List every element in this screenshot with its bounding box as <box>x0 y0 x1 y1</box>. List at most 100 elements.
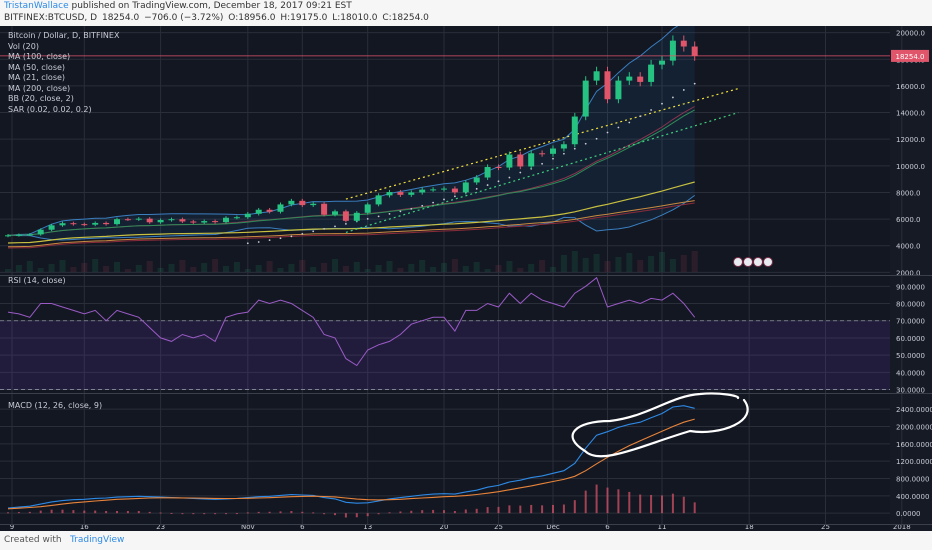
sar-dot <box>345 222 347 225</box>
price-tick-label: 16000.0 <box>896 83 925 91</box>
x-tick-label: Nov <box>241 523 255 531</box>
symbol-label: BITFINEX:BTCUSD, D <box>4 13 98 23</box>
rsi-tick-label: 80.0000 <box>896 301 925 309</box>
macd-histogram-bar <box>628 491 631 514</box>
macd-histogram-bar <box>181 513 184 515</box>
volume-bar <box>691 251 698 272</box>
trading-chart[interactable]: 9 16 23 Nov 6 13 20 25 Dec 6 11 18 25 2018 2000.0 4000.… <box>0 26 932 531</box>
last-price-tag <box>891 49 929 62</box>
candle-body <box>691 46 698 56</box>
indicator-sar[interactable]: SAR (0.02, 0.02, 0.2) <box>8 104 92 114</box>
sar-dot <box>672 96 674 99</box>
candle-body <box>255 209 262 214</box>
volume-bar <box>648 256 655 272</box>
volume-bar <box>659 252 665 272</box>
rsi-legend[interactable]: RSI (14, close) <box>8 276 66 285</box>
macd-histogram-bar <box>671 493 674 514</box>
macd-histogram-bar <box>519 505 522 514</box>
volume-bar <box>430 267 437 272</box>
volume-bar <box>124 269 131 272</box>
ma50-line <box>7 181 695 244</box>
candle-body <box>92 222 99 225</box>
author-link[interactable]: TristanWallace <box>4 1 69 11</box>
main-title: Bitcoin / Dollar, D, BITFINEX <box>8 31 120 40</box>
candle-body <box>419 189 426 193</box>
volume-bar <box>190 267 197 272</box>
macd-histogram-bar <box>562 504 565 514</box>
sar-dot <box>682 89 685 91</box>
candle-body <box>179 219 186 222</box>
candle-body <box>332 211 338 215</box>
trendline-lower <box>345 111 739 233</box>
candle-body <box>626 76 633 81</box>
event-marker-icon <box>753 257 763 267</box>
x-tick-label: 9 <box>10 523 14 531</box>
macd-histogram-bar <box>464 509 467 514</box>
indicator-bb[interactable]: BB (20, close, 2) <box>8 94 74 103</box>
candle-body <box>550 148 556 154</box>
volume-bar <box>473 262 480 272</box>
candle-body <box>48 225 55 230</box>
candle-body <box>342 211 349 221</box>
candle-body <box>26 234 33 236</box>
sar-dot <box>377 215 380 218</box>
chart-background <box>0 26 932 531</box>
candle-body <box>353 212 360 221</box>
volume-bar <box>539 260 546 272</box>
macd-histogram-bar <box>410 510 413 514</box>
rsi-tick-label: 60.0000 <box>896 335 925 343</box>
volume-bar <box>48 264 55 272</box>
volume-bar <box>375 265 382 272</box>
macd-histogram-bar <box>203 513 206 515</box>
candle-body <box>441 188 447 190</box>
volume-bar <box>114 262 120 272</box>
indicator-ma50[interactable]: MA (50, close) <box>8 62 66 72</box>
price-tick-label: 20000.0 <box>896 30 925 38</box>
volume-bar <box>26 261 33 272</box>
candle-body <box>5 235 11 237</box>
sar-dot <box>312 230 315 233</box>
macd-tick-label: 400.0000 <box>896 493 929 501</box>
indicator-vol[interactable]: Vol (20) <box>8 41 39 51</box>
candle-body <box>299 200 306 206</box>
macd-histogram-bar <box>301 511 304 514</box>
volume-bar <box>299 260 306 272</box>
macd-histogram-bar <box>388 512 391 514</box>
volume-bar <box>441 263 447 272</box>
tradingview-logo[interactable]: TradingView <box>70 535 125 545</box>
rsi-line <box>7 276 696 367</box>
volume-bar <box>342 266 349 272</box>
sar-dot <box>573 147 576 150</box>
macd-histogram-bar <box>39 510 42 514</box>
macd-histogram-bar <box>126 511 129 514</box>
macd-tick-label: 1200.0000 <box>896 458 932 466</box>
macd-histogram-bar <box>475 508 478 514</box>
volume-bar <box>408 264 415 272</box>
macd-histogram-bar <box>83 510 86 514</box>
macd-histogram-bar <box>159 512 162 514</box>
volume-bar <box>571 251 578 272</box>
candle-body <box>244 213 251 218</box>
indicator-ma200[interactable]: MA (200, close) <box>8 83 71 93</box>
sar-dot <box>257 241 260 243</box>
indicator-ma21[interactable]: MA (21, close) <box>8 73 66 82</box>
ma200-line <box>7 200 695 248</box>
candle-body <box>615 80 622 100</box>
macd-histogram-bar <box>225 513 227 515</box>
candle-body <box>375 195 382 205</box>
footer: Created with TradingView <box>0 531 932 550</box>
macd-legend[interactable]: MACD (12, 26, close, 9) <box>8 401 103 410</box>
x-tick-label: 20 <box>440 523 449 531</box>
volume-bar <box>397 268 404 272</box>
candle-body <box>364 204 371 213</box>
indicator-ma100[interactable]: MA (100, close) <box>8 52 71 61</box>
macd-histogram-bar <box>116 511 118 514</box>
sar-dot <box>519 171 522 174</box>
macd-histogram-bar <box>355 513 358 518</box>
sar-dot <box>410 207 413 210</box>
volume-bar <box>386 261 393 272</box>
x-tick-label: 6 <box>300 523 305 531</box>
sar-dot <box>421 204 424 207</box>
macd-histogram-bar <box>497 506 500 514</box>
volume-bar <box>364 269 371 272</box>
